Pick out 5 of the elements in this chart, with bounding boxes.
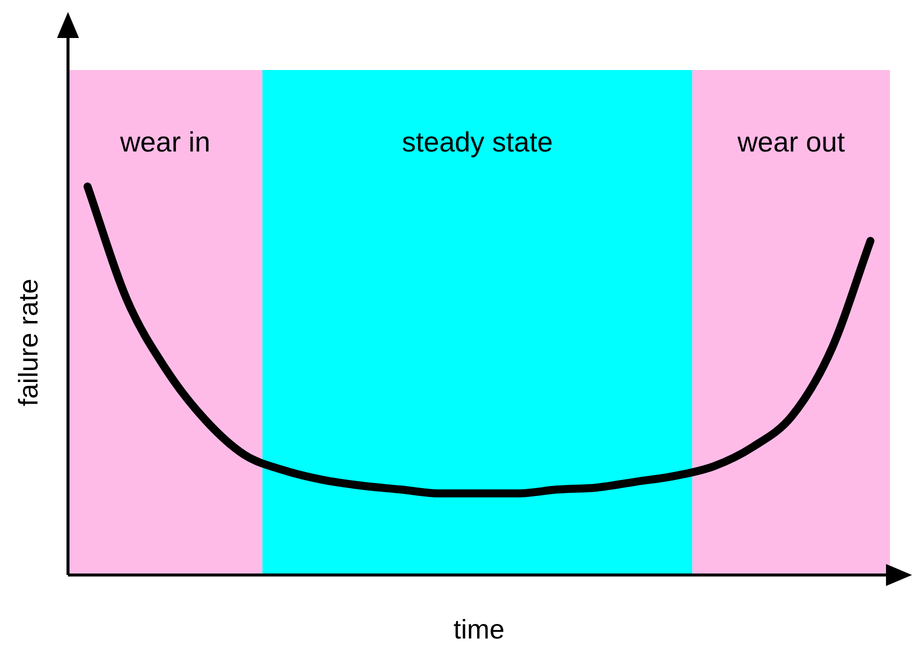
text: steady state [402, 126, 553, 158]
text: wear out [736, 126, 846, 158]
y-axis-title: failure rate [13, 278, 44, 406]
text: wear in [119, 126, 210, 158]
x-axis-title: time [453, 614, 505, 644]
